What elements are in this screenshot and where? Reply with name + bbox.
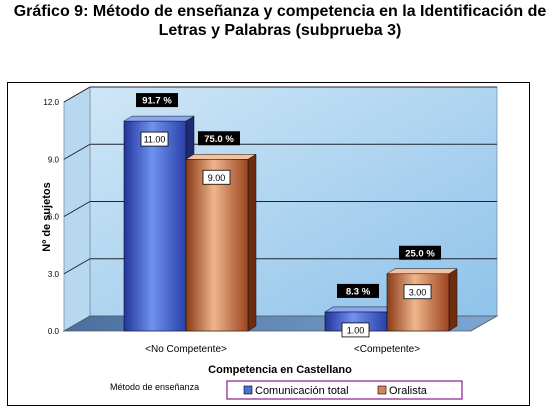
- bar-top: [386, 268, 458, 274]
- bar-top: [185, 154, 257, 160]
- bar-front: [123, 120, 187, 332]
- bar: [185, 153, 257, 332]
- legend-item: Oralista: [377, 385, 428, 397]
- gridline-side: [63, 258, 91, 275]
- y-tick-label: 9.0: [48, 155, 60, 164]
- bar: [386, 268, 458, 332]
- y-axis-label: Nº de sujetos: [41, 182, 53, 251]
- data-label: 3.00: [403, 284, 432, 300]
- data-label-text: 1.00: [347, 325, 365, 335]
- data-label-box: [202, 169, 231, 185]
- legend-title: Método de enseñanza: [110, 382, 199, 392]
- percent-label-text: 25.0 %: [405, 248, 435, 259]
- data-label-text: 9.00: [208, 173, 226, 183]
- data-label-box: [341, 322, 370, 338]
- data-label: 11.00: [140, 131, 169, 147]
- percent-label: 25.0 %: [399, 245, 441, 260]
- data-label-box: [140, 131, 169, 147]
- percent-label-text: 91.7 %: [142, 96, 172, 107]
- legend-item: Comunicación total: [243, 385, 349, 397]
- data-label-text: 11.00: [144, 135, 166, 145]
- bar-top: [123, 115, 195, 122]
- bar-front: [185, 158, 249, 332]
- data-label: 9.00: [202, 169, 231, 185]
- chart-title-line-2: Letras y Palabras (subprueba 3): [158, 22, 402, 39]
- legend-label: Comunicación total: [255, 385, 349, 397]
- percent-label: 75.0 %: [198, 131, 240, 146]
- bar-side: [247, 153, 257, 332]
- percent-label-box: [136, 93, 178, 108]
- x-axis-label: Competencia en Castellano: [208, 364, 352, 376]
- bar-side: [448, 268, 458, 332]
- legend-swatch: [377, 385, 387, 395]
- percent-label: 91.7 %: [136, 93, 178, 108]
- legend-swatch: [243, 385, 253, 395]
- data-label-box: [403, 284, 432, 300]
- legend-label: Oralista: [389, 385, 428, 397]
- chart-title: Gráfico 9: Método de enseñanza y compete…: [0, 2, 560, 40]
- percent-label-box: [399, 245, 441, 260]
- gridline-side: [63, 86, 91, 103]
- legend-box: [226, 380, 463, 400]
- x-tick-label: <No Competente>: [145, 344, 227, 355]
- x-tick-label: <Competente>: [354, 344, 420, 355]
- percent-label: 8.3 %: [337, 283, 379, 298]
- bar: [123, 115, 195, 332]
- percent-label-box: [198, 131, 240, 146]
- percent-label-text: 75.0 %: [204, 134, 234, 145]
- percent-label-box: [337, 283, 379, 298]
- y-tick-label: 12.0: [43, 98, 59, 107]
- y-tick-label: 3.0: [48, 270, 60, 279]
- data-label-text: 3.00: [409, 287, 427, 297]
- y-tick-label: 0.0: [48, 327, 60, 336]
- data-label: 1.00: [341, 322, 370, 338]
- percent-label-text: 8.3 %: [346, 286, 371, 297]
- bar-front: [386, 273, 450, 332]
- gridline-side: [63, 143, 91, 160]
- chart-title-line-1: Gráfico 9: Método de enseñanza y compete…: [13, 3, 547, 20]
- y-tick-label: 6.0: [48, 213, 60, 222]
- gridline-side: [63, 201, 91, 217]
- bar-top: [324, 306, 396, 313]
